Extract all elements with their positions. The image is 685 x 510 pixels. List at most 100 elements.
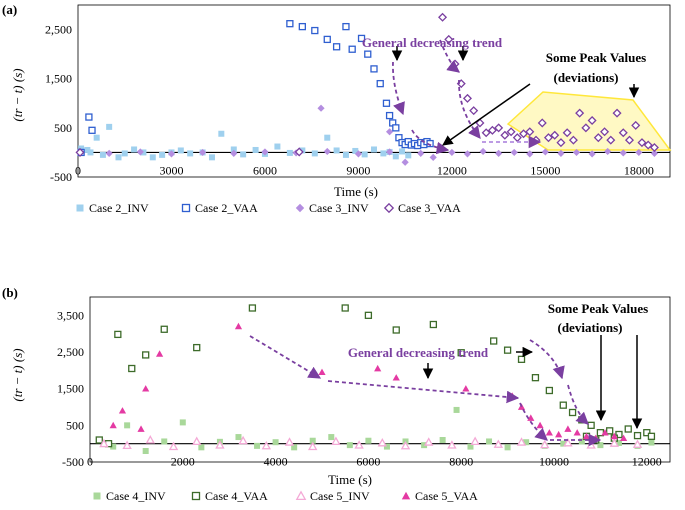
data-point [600,127,610,137]
y-tick-label: 500 [66,418,84,432]
data-point [631,120,641,130]
data-point [392,153,399,160]
legend-label: Case 4_INV [106,489,166,503]
data-point [462,385,470,392]
data-point [235,434,242,441]
data-point [179,419,186,426]
data-point [371,146,377,153]
data-point [424,437,434,446]
x-tick-label: 18000 [624,163,654,177]
data-point [128,364,136,373]
data-point [84,146,91,153]
data-point [361,151,368,158]
legend-marker [181,203,191,213]
panel-b-trend-arrow-6 [567,384,589,425]
panel-b-legend: Case 4_INV Case 4_VAA Case 5_INV Case 5_VAA [93,489,478,503]
data-point [610,432,618,440]
data-point [401,158,409,166]
data-point [556,138,566,148]
panel-b-label: (b) [2,285,18,300]
data-point [142,385,150,392]
y-tick-label: 2,500 [45,23,72,37]
data-point [564,425,572,432]
data-point [122,440,132,450]
panel-a-y-axis-title: (tr − t) (s) [10,68,25,121]
data-point [142,351,150,359]
data-point [399,148,406,155]
data-point [604,147,612,156]
data-point [615,430,623,439]
data-point [563,437,573,447]
data-point [504,444,511,451]
data-point [448,148,456,157]
data-point [392,326,400,334]
y-tick-label: 1,500 [45,72,72,86]
data-point [240,151,247,158]
legend-label: Case 5_VAA [415,489,478,503]
data-point [364,50,372,58]
data-point [650,149,659,158]
data-point [261,148,269,156]
data-point [230,149,238,158]
data-point [581,123,591,133]
data-point [374,364,382,372]
legend-label: Case 2_VAA [195,201,258,215]
panel-a-trend-arrow-4 [458,79,481,139]
data-point [578,438,585,445]
x-tick-label: 8000 [449,455,473,469]
data-point [342,22,350,31]
data-point [380,150,387,157]
data-point [421,442,428,449]
panel-a-trend-arrow-3 [439,39,460,73]
data-point [291,444,298,451]
x-tick-label: 12000 [632,455,662,469]
panel-a-x-axis-title: Time (s) [334,184,378,199]
legend-marker [191,491,201,501]
data-point [540,439,550,449]
data-point [145,435,156,444]
data-point [383,443,390,450]
data-point [286,149,293,156]
data-point [400,440,411,450]
data-point [587,115,597,126]
x-tick-label: 2000 [171,455,195,469]
y-tick-label: -500 [50,170,72,184]
legend-label: Case 5_INV [310,489,370,503]
data-point [142,448,149,454]
data-point [632,439,643,448]
data-point [486,438,493,445]
data-point [462,93,472,103]
data-point [252,146,259,153]
panel-b-x-axis-title: Time (s) [328,472,372,487]
data-point [323,147,331,156]
data-point [573,429,581,436]
data-point [218,130,225,137]
data-point [620,434,628,442]
data-point [495,149,503,158]
data-point [187,150,194,157]
data-point [308,441,318,451]
x-tick-label: 15000 [530,163,560,177]
data-point [463,150,472,158]
data-point [110,443,117,450]
data-point [487,125,497,135]
data-point [510,148,518,157]
data-point [382,99,391,107]
y-tick-label: 1,500 [57,382,84,396]
legend-marker [383,202,395,214]
data-point [643,140,653,150]
panel-a-peak-pointer-1 [442,83,531,146]
data-point [417,149,425,158]
data-point [230,146,237,153]
data-point [328,434,335,441]
data-point [365,437,372,444]
data-point [550,130,560,140]
data-point [385,128,394,136]
data-point [426,139,434,148]
panel-b-trend-arrow-2 [327,380,520,404]
data-point [531,374,540,382]
data-point [294,147,304,157]
panel-a-peak-annotation-line2: (deviations) [554,70,619,85]
x-tick-label: 0 [87,455,93,469]
data-point [167,150,176,158]
